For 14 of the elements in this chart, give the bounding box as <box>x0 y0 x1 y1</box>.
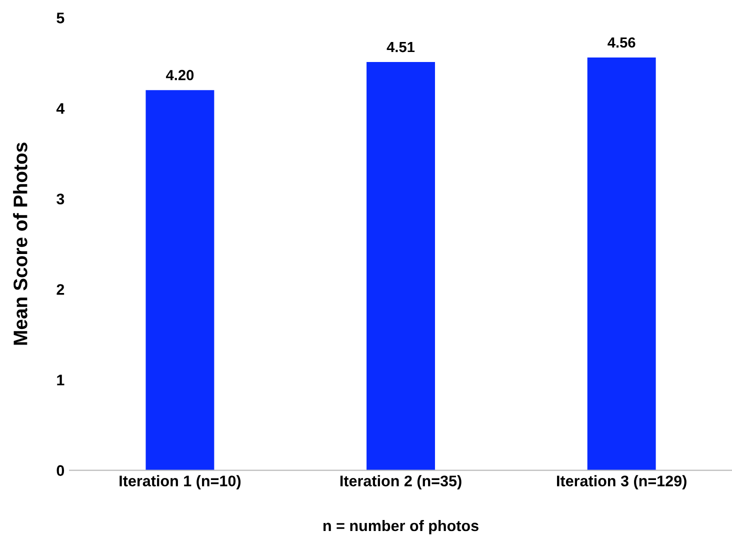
x-tick-label: Iteration 3 (n=129) <box>557 475 686 490</box>
x-tick-label: Iteration 1 (n=10) <box>120 475 241 490</box>
x-tick-label: Iteration 2 (n=35) <box>340 475 462 490</box>
data-label: 4.56 <box>608 37 636 48</box>
y-tick-label: 0 <box>56 465 64 476</box>
data-label: 4.51 <box>386 42 415 52</box>
y-tick-label: 3 <box>56 194 64 204</box>
y-tick-label: 5 <box>56 12 64 24</box>
y-tick-label: 4 <box>56 103 65 114</box>
data-label: 4.20 <box>166 70 194 80</box>
y-tick-label: 2 <box>56 284 64 295</box>
y-tick-label: 1 <box>57 374 64 386</box>
x-axis-title: n = number of photos <box>323 520 478 534</box>
y-axis-title: Mean Score of Photos <box>13 142 28 345</box>
